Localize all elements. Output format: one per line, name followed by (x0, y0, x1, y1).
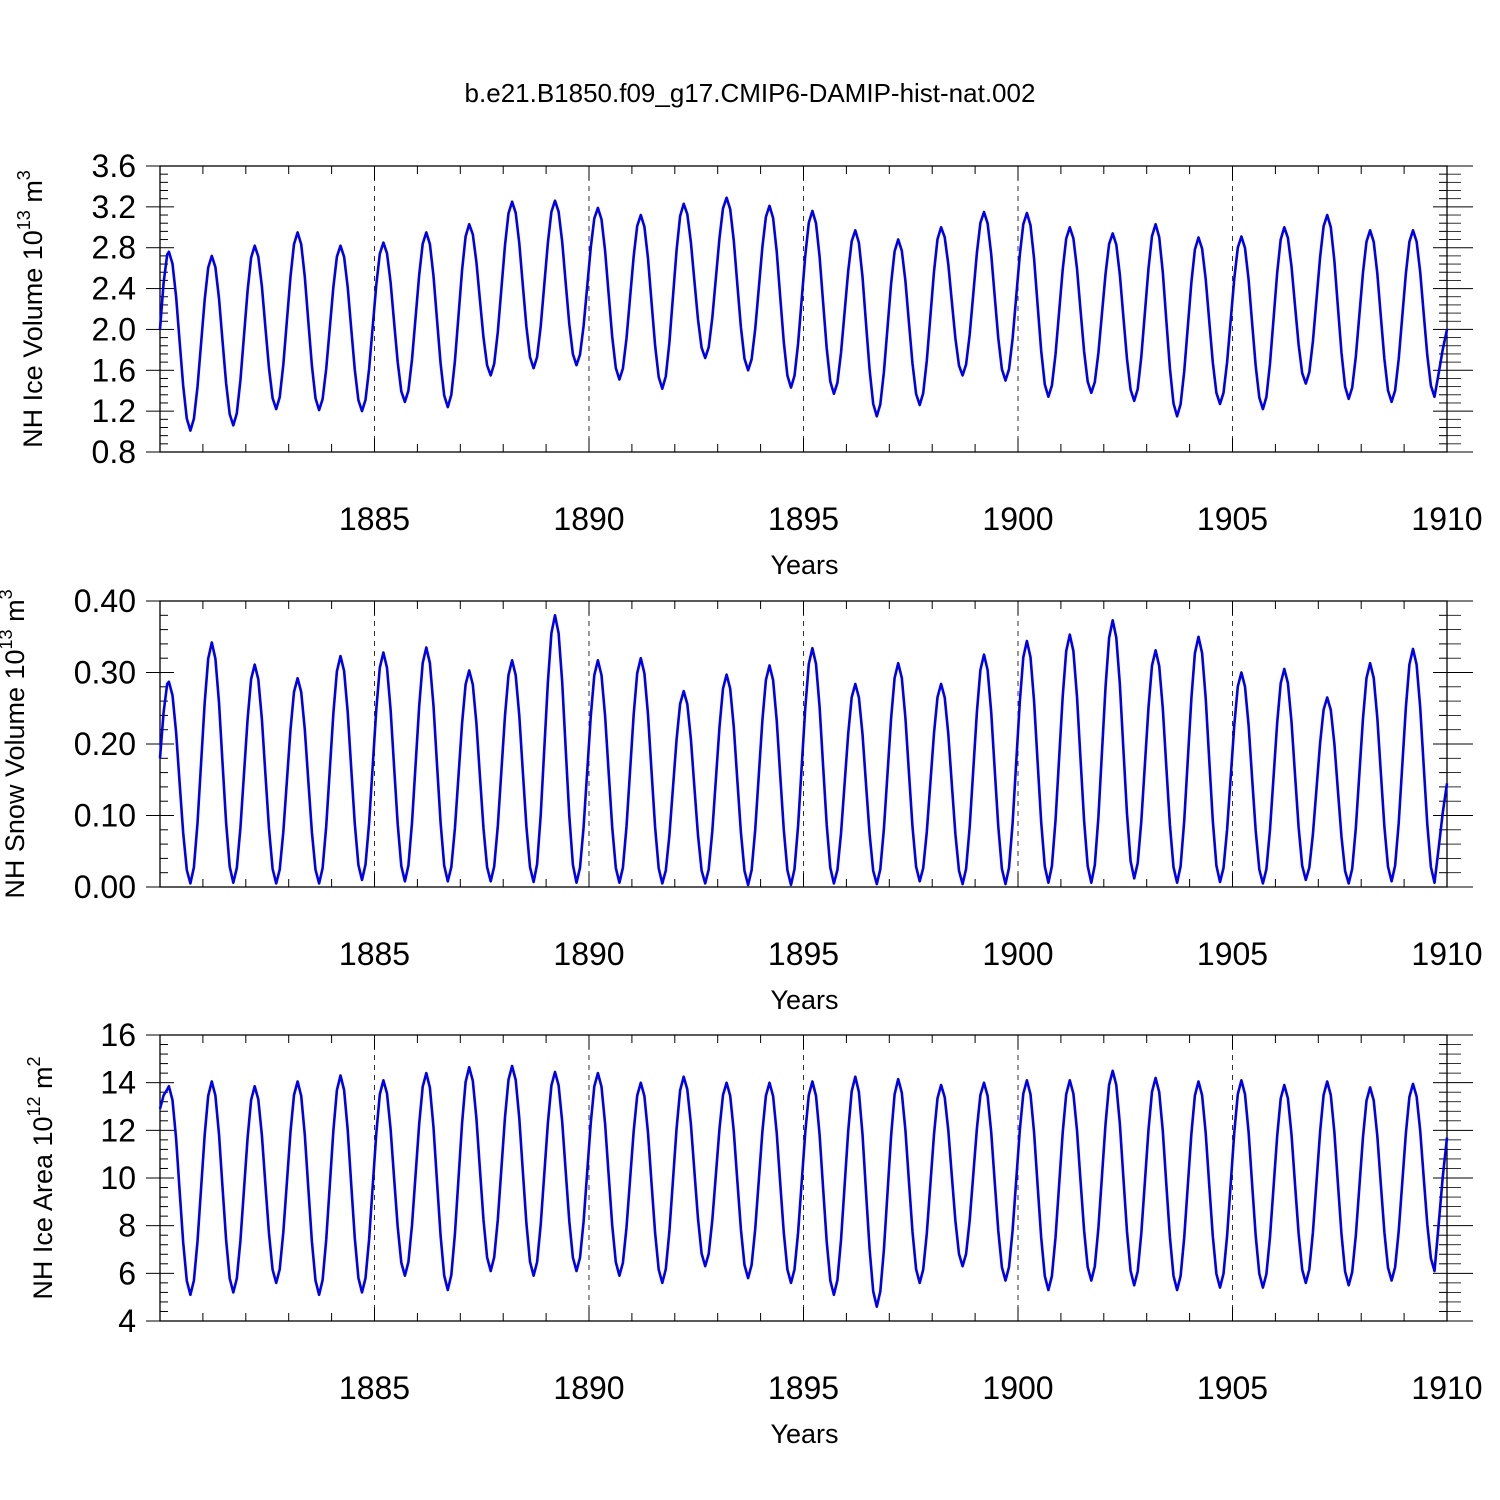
y-tick-label: 1.6 (92, 352, 136, 388)
x-tick-label: 1885 (339, 501, 410, 537)
y-tick-label: 4 (118, 1303, 136, 1339)
y-tick-label: 14 (100, 1065, 136, 1101)
x-axis-label: Years (770, 1419, 838, 1449)
y-tick-label: 2.0 (92, 311, 136, 347)
figure-title: b.e21.B1850.f09_g17.CMIP6-DAMIP-hist-nat… (465, 78, 1036, 108)
x-tick-label: 1885 (339, 1370, 410, 1406)
y-tick-label: 10 (100, 1160, 136, 1196)
x-tick-label: 1900 (982, 936, 1053, 972)
series-line-snow-volume (158, 614, 1449, 887)
y-axis-label-ylabel-unit-exp: 3 (0, 589, 16, 599)
y-axis-label-ylabel-exp: 12 (24, 1096, 44, 1116)
x-tick-label: 1900 (982, 1370, 1053, 1406)
y-axis-label-ylabel-unit: m (0, 599, 30, 629)
y-axis-label-ylabel-unit-exp: 3 (14, 170, 34, 180)
y-tick-label: 16 (100, 1017, 136, 1053)
y-axis-label-ylabel-main: NH Ice Volume 10 (18, 230, 48, 448)
x-tick-label: 1905 (1197, 501, 1268, 537)
y-tick-label: 1.2 (92, 393, 136, 429)
y-axis-label-ylabel-unit: m (28, 1066, 58, 1096)
x-tick-label: 1910 (1411, 501, 1482, 537)
x-tick-label: 1895 (768, 936, 839, 972)
x-tick-label: 1885 (339, 936, 410, 972)
x-tick-label: 1895 (768, 501, 839, 537)
y-tick-label: 12 (100, 1112, 136, 1148)
y-tick-label: 2.4 (92, 271, 136, 307)
y-axis-label-ylabel-unit: m (18, 180, 48, 210)
x-tick-label: 1890 (553, 936, 624, 972)
y-tick-label: 6 (118, 1255, 136, 1291)
panel-ice-volume: 1885 1890 1895 1900 1905 1910 0.8 1.2 1.6 2.0 2.4 2… (14, 148, 1483, 580)
x-tick-label: 1900 (982, 501, 1053, 537)
y-tick-label: 0.40 (74, 583, 136, 619)
panel-ice-area: 1885 1890 1895 1900 1905 1910 4 6 8 10 12 14 16 Years… (24, 1017, 1483, 1449)
y-axis-label-ylabel-main: NH Snow Volume 10 (0, 649, 30, 898)
series-line-ice-area (158, 1064, 1449, 1308)
x-tick-label: 1905 (1197, 1370, 1268, 1406)
x-tick-label: 1910 (1411, 936, 1482, 972)
panels: 1885 1890 1895 1900 1905 1910 0.8 1.2 1.6 2.0 2.4 2… (0, 148, 1483, 1449)
x-tick-label: 1895 (768, 1370, 839, 1406)
y-tick-label: 3.2 (92, 189, 136, 225)
x-tick-label: 1890 (553, 501, 624, 537)
x-tick-label: 1910 (1411, 1370, 1482, 1406)
y-axis-label-ylabel-exp: 13 (0, 629, 16, 649)
y-tick-label: 8 (118, 1208, 136, 1244)
y-tick-label: 0.30 (74, 655, 136, 691)
panel-snow-volume: 1885 1890 1895 1900 1905 1910 0.00 0.10 0.20 0.30… (0, 583, 1483, 1015)
y-axis-label-ylabel-exp: 13 (14, 210, 34, 230)
y-axis-label: NH Ice Area 1012 m2 (24, 1056, 58, 1299)
y-tick-label: 2.8 (92, 230, 136, 266)
y-tick-label: 0.20 (74, 726, 136, 762)
y-tick-label: 0.8 (92, 434, 136, 470)
y-tick-label: 0.00 (74, 869, 136, 905)
y-axis-label: NH Snow Volume 1013 m3 (0, 589, 30, 898)
y-axis-label-ylabel-unit-exp: 2 (24, 1056, 44, 1066)
x-tick-label: 1890 (553, 1370, 624, 1406)
y-tick-label: 0.10 (74, 798, 136, 834)
series-line-ice-volume (158, 196, 1449, 432)
x-axis-label: Years (770, 550, 838, 580)
x-tick-label: 1905 (1197, 936, 1268, 972)
y-axis-label-ylabel-main: NH Ice Area 10 (28, 1116, 58, 1299)
x-axis-label: Years (770, 985, 838, 1015)
y-tick-label: 3.6 (92, 148, 136, 184)
y-axis-label: NH Ice Volume 1013 m3 (14, 170, 48, 448)
